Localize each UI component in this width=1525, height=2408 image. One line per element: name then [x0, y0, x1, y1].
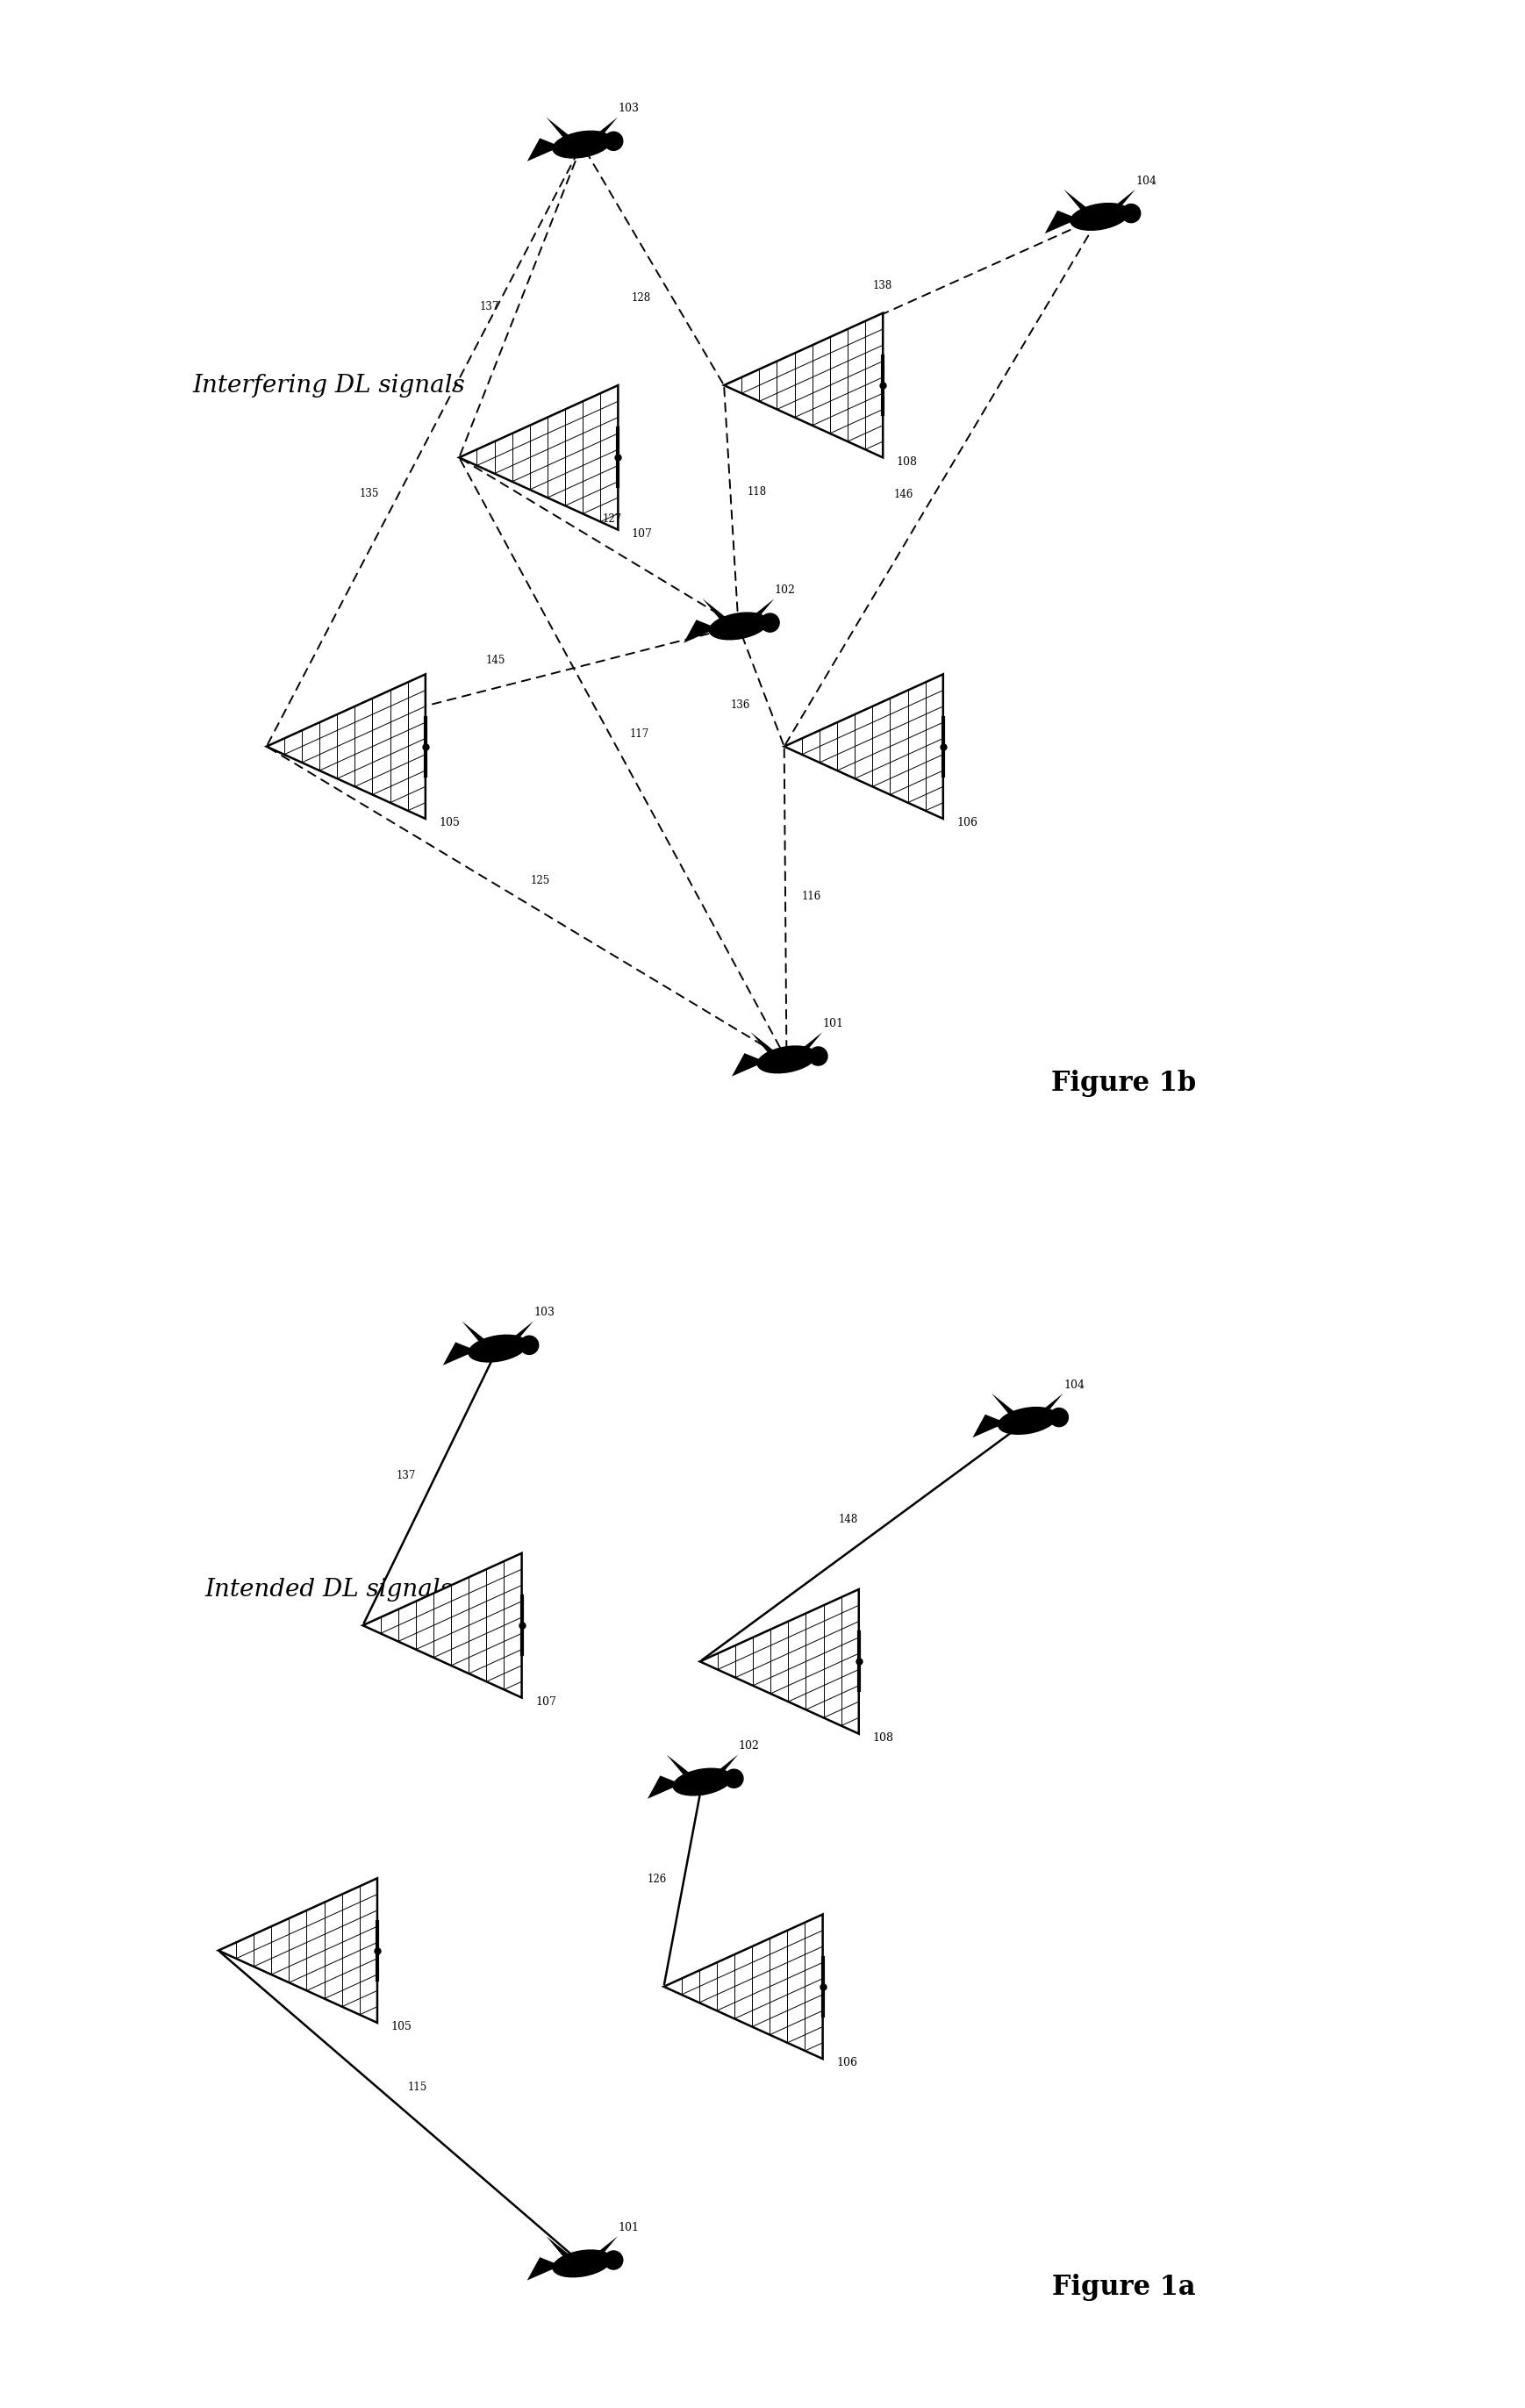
Text: 103: 103	[618, 104, 639, 116]
Polygon shape	[784, 674, 942, 819]
Polygon shape	[363, 1553, 522, 1698]
Text: 102: 102	[738, 1741, 759, 1753]
Text: 146: 146	[894, 489, 913, 501]
Text: 126: 126	[647, 1873, 666, 1885]
Ellipse shape	[709, 612, 767, 641]
Text: 137: 137	[480, 301, 500, 313]
Ellipse shape	[758, 1045, 816, 1074]
Polygon shape	[732, 1052, 766, 1076]
Text: 108: 108	[872, 1731, 894, 1743]
Text: 116: 116	[802, 891, 822, 903]
Text: 138: 138	[872, 279, 892, 291]
Polygon shape	[666, 1755, 698, 1780]
Polygon shape	[991, 1394, 1023, 1418]
Text: 145: 145	[486, 655, 506, 667]
Polygon shape	[218, 1878, 377, 2023]
Text: 104: 104	[1063, 1380, 1084, 1392]
Ellipse shape	[1071, 202, 1129, 231]
Text: 127: 127	[602, 513, 622, 525]
Text: 101: 101	[822, 1019, 843, 1031]
Polygon shape	[703, 600, 734, 624]
Polygon shape	[546, 118, 578, 142]
Text: 102: 102	[775, 585, 796, 595]
Circle shape	[604, 132, 622, 149]
Polygon shape	[750, 1033, 782, 1057]
Text: 107: 107	[535, 1695, 557, 1707]
Text: 117: 117	[630, 727, 650, 739]
Ellipse shape	[468, 1334, 526, 1363]
Text: 137: 137	[396, 1469, 416, 1481]
Ellipse shape	[999, 1406, 1057, 1435]
Text: 115: 115	[407, 2081, 427, 2093]
Ellipse shape	[552, 2249, 612, 2278]
Polygon shape	[586, 118, 618, 142]
Polygon shape	[586, 2237, 618, 2261]
Circle shape	[1049, 1409, 1068, 1426]
Polygon shape	[1031, 1394, 1063, 1418]
Text: Figure 1a: Figure 1a	[1052, 2273, 1196, 2302]
Circle shape	[604, 2251, 622, 2268]
Text: 105: 105	[439, 816, 461, 828]
Text: Intended DL signals: Intended DL signals	[204, 1577, 453, 1601]
Text: 108: 108	[897, 455, 918, 467]
Polygon shape	[1064, 190, 1095, 214]
Polygon shape	[502, 1322, 534, 1346]
Polygon shape	[663, 1914, 822, 2059]
Text: 128: 128	[631, 291, 651, 303]
Polygon shape	[648, 1775, 682, 1799]
Text: Figure 1b: Figure 1b	[1051, 1069, 1196, 1098]
Text: 107: 107	[631, 527, 653, 539]
Polygon shape	[528, 2256, 561, 2280]
Text: 101: 101	[618, 2223, 639, 2235]
Circle shape	[808, 1047, 828, 1064]
Circle shape	[520, 1336, 538, 1353]
Ellipse shape	[673, 1767, 732, 1796]
Polygon shape	[459, 385, 618, 530]
Text: 104: 104	[1136, 176, 1157, 188]
Text: 125: 125	[531, 874, 551, 886]
Polygon shape	[267, 674, 425, 819]
Circle shape	[724, 1770, 743, 1787]
Text: 103: 103	[534, 1308, 555, 1320]
Text: Interfering DL signals: Interfering DL signals	[192, 373, 465, 397]
Text: 148: 148	[839, 1515, 857, 1527]
Polygon shape	[743, 600, 775, 624]
Polygon shape	[442, 1341, 477, 1365]
Polygon shape	[724, 313, 883, 458]
Polygon shape	[1104, 190, 1136, 214]
Ellipse shape	[552, 130, 612, 159]
Polygon shape	[1045, 209, 1078, 234]
Text: 136: 136	[730, 701, 750, 710]
Text: 106: 106	[956, 816, 978, 828]
Text: 118: 118	[747, 486, 767, 498]
Text: 105: 105	[390, 2020, 412, 2032]
Polygon shape	[700, 1589, 859, 1734]
Text: 135: 135	[360, 489, 380, 498]
Polygon shape	[683, 619, 717, 643]
Polygon shape	[973, 1413, 1007, 1438]
Text: 106: 106	[836, 2056, 857, 2068]
Polygon shape	[791, 1033, 822, 1057]
Circle shape	[1122, 205, 1141, 222]
Polygon shape	[528, 137, 561, 161]
Polygon shape	[462, 1322, 494, 1346]
Polygon shape	[546, 2237, 578, 2261]
Polygon shape	[706, 1755, 738, 1780]
Circle shape	[761, 614, 779, 631]
